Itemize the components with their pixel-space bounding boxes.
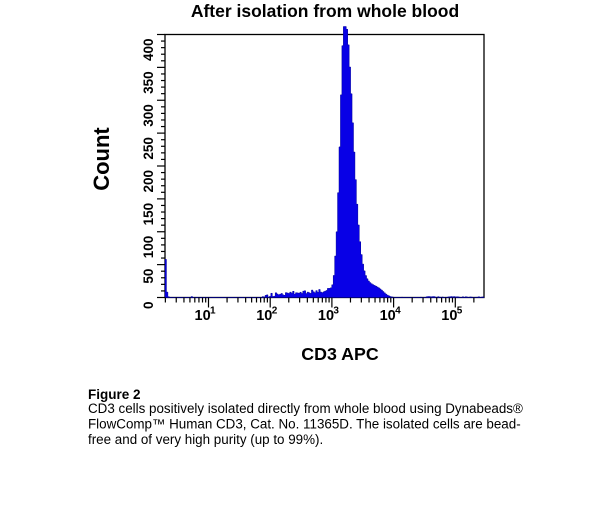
svg-text:2: 2 bbox=[272, 306, 278, 317]
svg-text:1: 1 bbox=[210, 306, 216, 317]
svg-text:400: 400 bbox=[141, 39, 156, 62]
svg-text:150: 150 bbox=[141, 203, 156, 226]
svg-text:10: 10 bbox=[380, 308, 396, 324]
svg-text:free and of very high purity (: free and of very high purity (up to 99%)… bbox=[88, 432, 323, 447]
svg-text:FlowComp™ Human CD3, Cat. No.: FlowComp™ Human CD3, Cat. No. 11365D. Th… bbox=[88, 417, 521, 432]
svg-text:10: 10 bbox=[195, 308, 211, 324]
svg-text:300: 300 bbox=[141, 104, 156, 127]
svg-text:50: 50 bbox=[141, 269, 156, 284]
svg-text:10: 10 bbox=[318, 308, 334, 324]
svg-text:0: 0 bbox=[141, 302, 156, 310]
svg-text:250: 250 bbox=[141, 137, 156, 160]
svg-text:3: 3 bbox=[333, 306, 339, 317]
svg-text:10: 10 bbox=[256, 308, 272, 324]
svg-text:10: 10 bbox=[441, 308, 457, 324]
svg-text:100: 100 bbox=[141, 236, 156, 259]
svg-text:5: 5 bbox=[457, 306, 463, 317]
svg-text:350: 350 bbox=[141, 71, 156, 94]
svg-text:200: 200 bbox=[141, 170, 156, 193]
svg-text:Count: Count bbox=[89, 127, 114, 191]
svg-text:Figure 2: Figure 2 bbox=[88, 387, 141, 402]
svg-text:CD3 cells positively isolated: CD3 cells positively isolated directly f… bbox=[88, 401, 523, 416]
svg-text:After isolation from whole blo: After isolation from whole blood bbox=[191, 1, 459, 21]
svg-text:4: 4 bbox=[395, 306, 401, 317]
svg-text:CD3 APC: CD3 APC bbox=[301, 344, 379, 364]
